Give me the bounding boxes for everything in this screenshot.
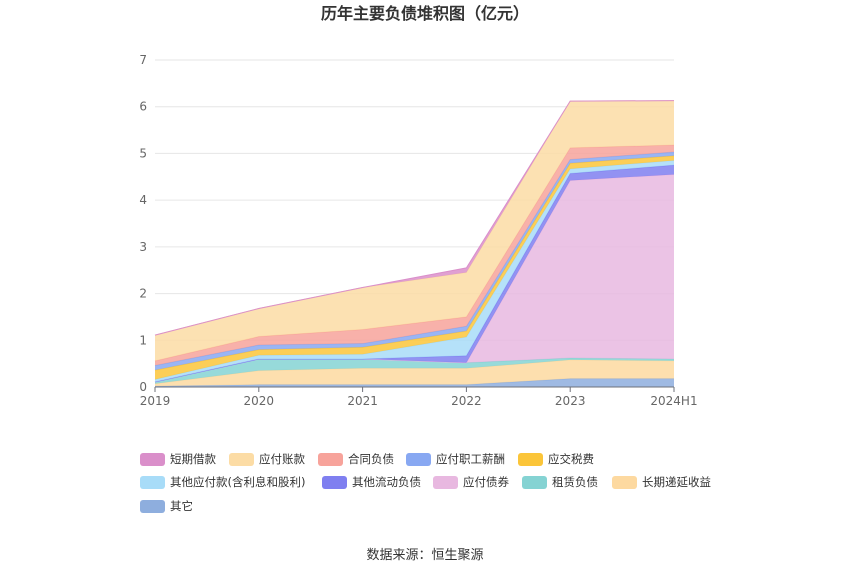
area-应付账款 xyxy=(155,100,674,361)
legend-item[interactable]: 其他应付款(含利息和股利) xyxy=(140,475,305,489)
legend-label: 长期递延收益 xyxy=(642,475,711,489)
y-tick-label: 0 xyxy=(139,380,147,394)
data-source: 数据来源：恒生聚源 xyxy=(366,548,483,563)
legend-label: 其它 xyxy=(170,499,193,513)
y-tick-label: 3 xyxy=(139,240,147,254)
legend-label: 租赁负债 xyxy=(552,475,598,489)
area-租赁负债 xyxy=(155,358,674,384)
x-tick-label: 2024H1 xyxy=(650,394,697,408)
legend-label: 应付职工薪酬 xyxy=(436,452,505,466)
area-其他应付款(含利息和股利) xyxy=(155,160,674,382)
legend-swatch xyxy=(229,453,254,466)
legend-item[interactable]: 租赁负债 xyxy=(522,475,598,489)
legend-swatch xyxy=(318,453,343,466)
legend-label: 应付债券 xyxy=(463,475,509,489)
grid-lines xyxy=(155,59,674,341)
line-短期借款 xyxy=(154,100,675,336)
legend-swatch xyxy=(140,453,165,466)
y-tick-label: 2 xyxy=(139,287,147,301)
y-tick-label: 6 xyxy=(139,100,147,114)
legend-item[interactable]: 应付职工薪酬 xyxy=(406,452,505,466)
x-tick-label: 2020 xyxy=(244,394,275,408)
y-tick-label: 7 xyxy=(139,53,147,67)
legend-item[interactable]: 应付账款 xyxy=(229,452,305,466)
y-tick-label: 5 xyxy=(139,146,147,160)
x-tick-label: 2023 xyxy=(555,394,586,408)
area-series xyxy=(154,100,675,387)
axes: 0 1 2 3 4 5 6 7 2019 2020 2021 2022 2023 2024H1 xyxy=(139,53,697,408)
legend-item[interactable]: 长期递延收益 xyxy=(612,475,711,489)
legend-item[interactable]: 其它 xyxy=(140,499,193,513)
legend-item[interactable]: 合同负债 xyxy=(318,452,394,466)
legend-swatch xyxy=(322,476,347,489)
legend-label: 应交税费 xyxy=(548,452,594,466)
chart-title: 历年主要负债堆积图（亿元） xyxy=(321,4,529,23)
legend-item[interactable]: 应交税费 xyxy=(518,452,594,466)
legend-label: 短期借款 xyxy=(170,452,216,466)
area-长期递延收益 xyxy=(155,359,674,387)
legend-label: 应付账款 xyxy=(259,452,305,466)
legend-swatch xyxy=(433,476,458,489)
legend-swatch xyxy=(406,453,431,466)
legend-item[interactable]: 其他流动负债 xyxy=(322,475,421,489)
x-tick-label: 2019 xyxy=(140,394,171,408)
legend-item[interactable]: 短期借款 xyxy=(140,452,216,466)
legend-swatch xyxy=(518,453,543,466)
x-tick-label: 2021 xyxy=(347,394,378,408)
area-合同负债 xyxy=(155,145,674,366)
legend-label: 合同负债 xyxy=(348,452,394,466)
legend-swatch xyxy=(140,476,165,489)
legend-label: 其他应付款(含利息和股利) xyxy=(170,475,305,489)
legend-swatch xyxy=(522,476,547,489)
x-tick-label: 2022 xyxy=(451,394,482,408)
y-tick-label: 1 xyxy=(139,333,147,347)
legend-swatch xyxy=(612,476,637,489)
line-应付职工薪酬 xyxy=(154,151,675,367)
legend-swatch xyxy=(140,500,165,513)
legend-item[interactable]: 应付债券 xyxy=(433,475,509,489)
y-tick-label: 4 xyxy=(139,193,147,207)
legend-label: 其他流动负债 xyxy=(352,475,421,489)
